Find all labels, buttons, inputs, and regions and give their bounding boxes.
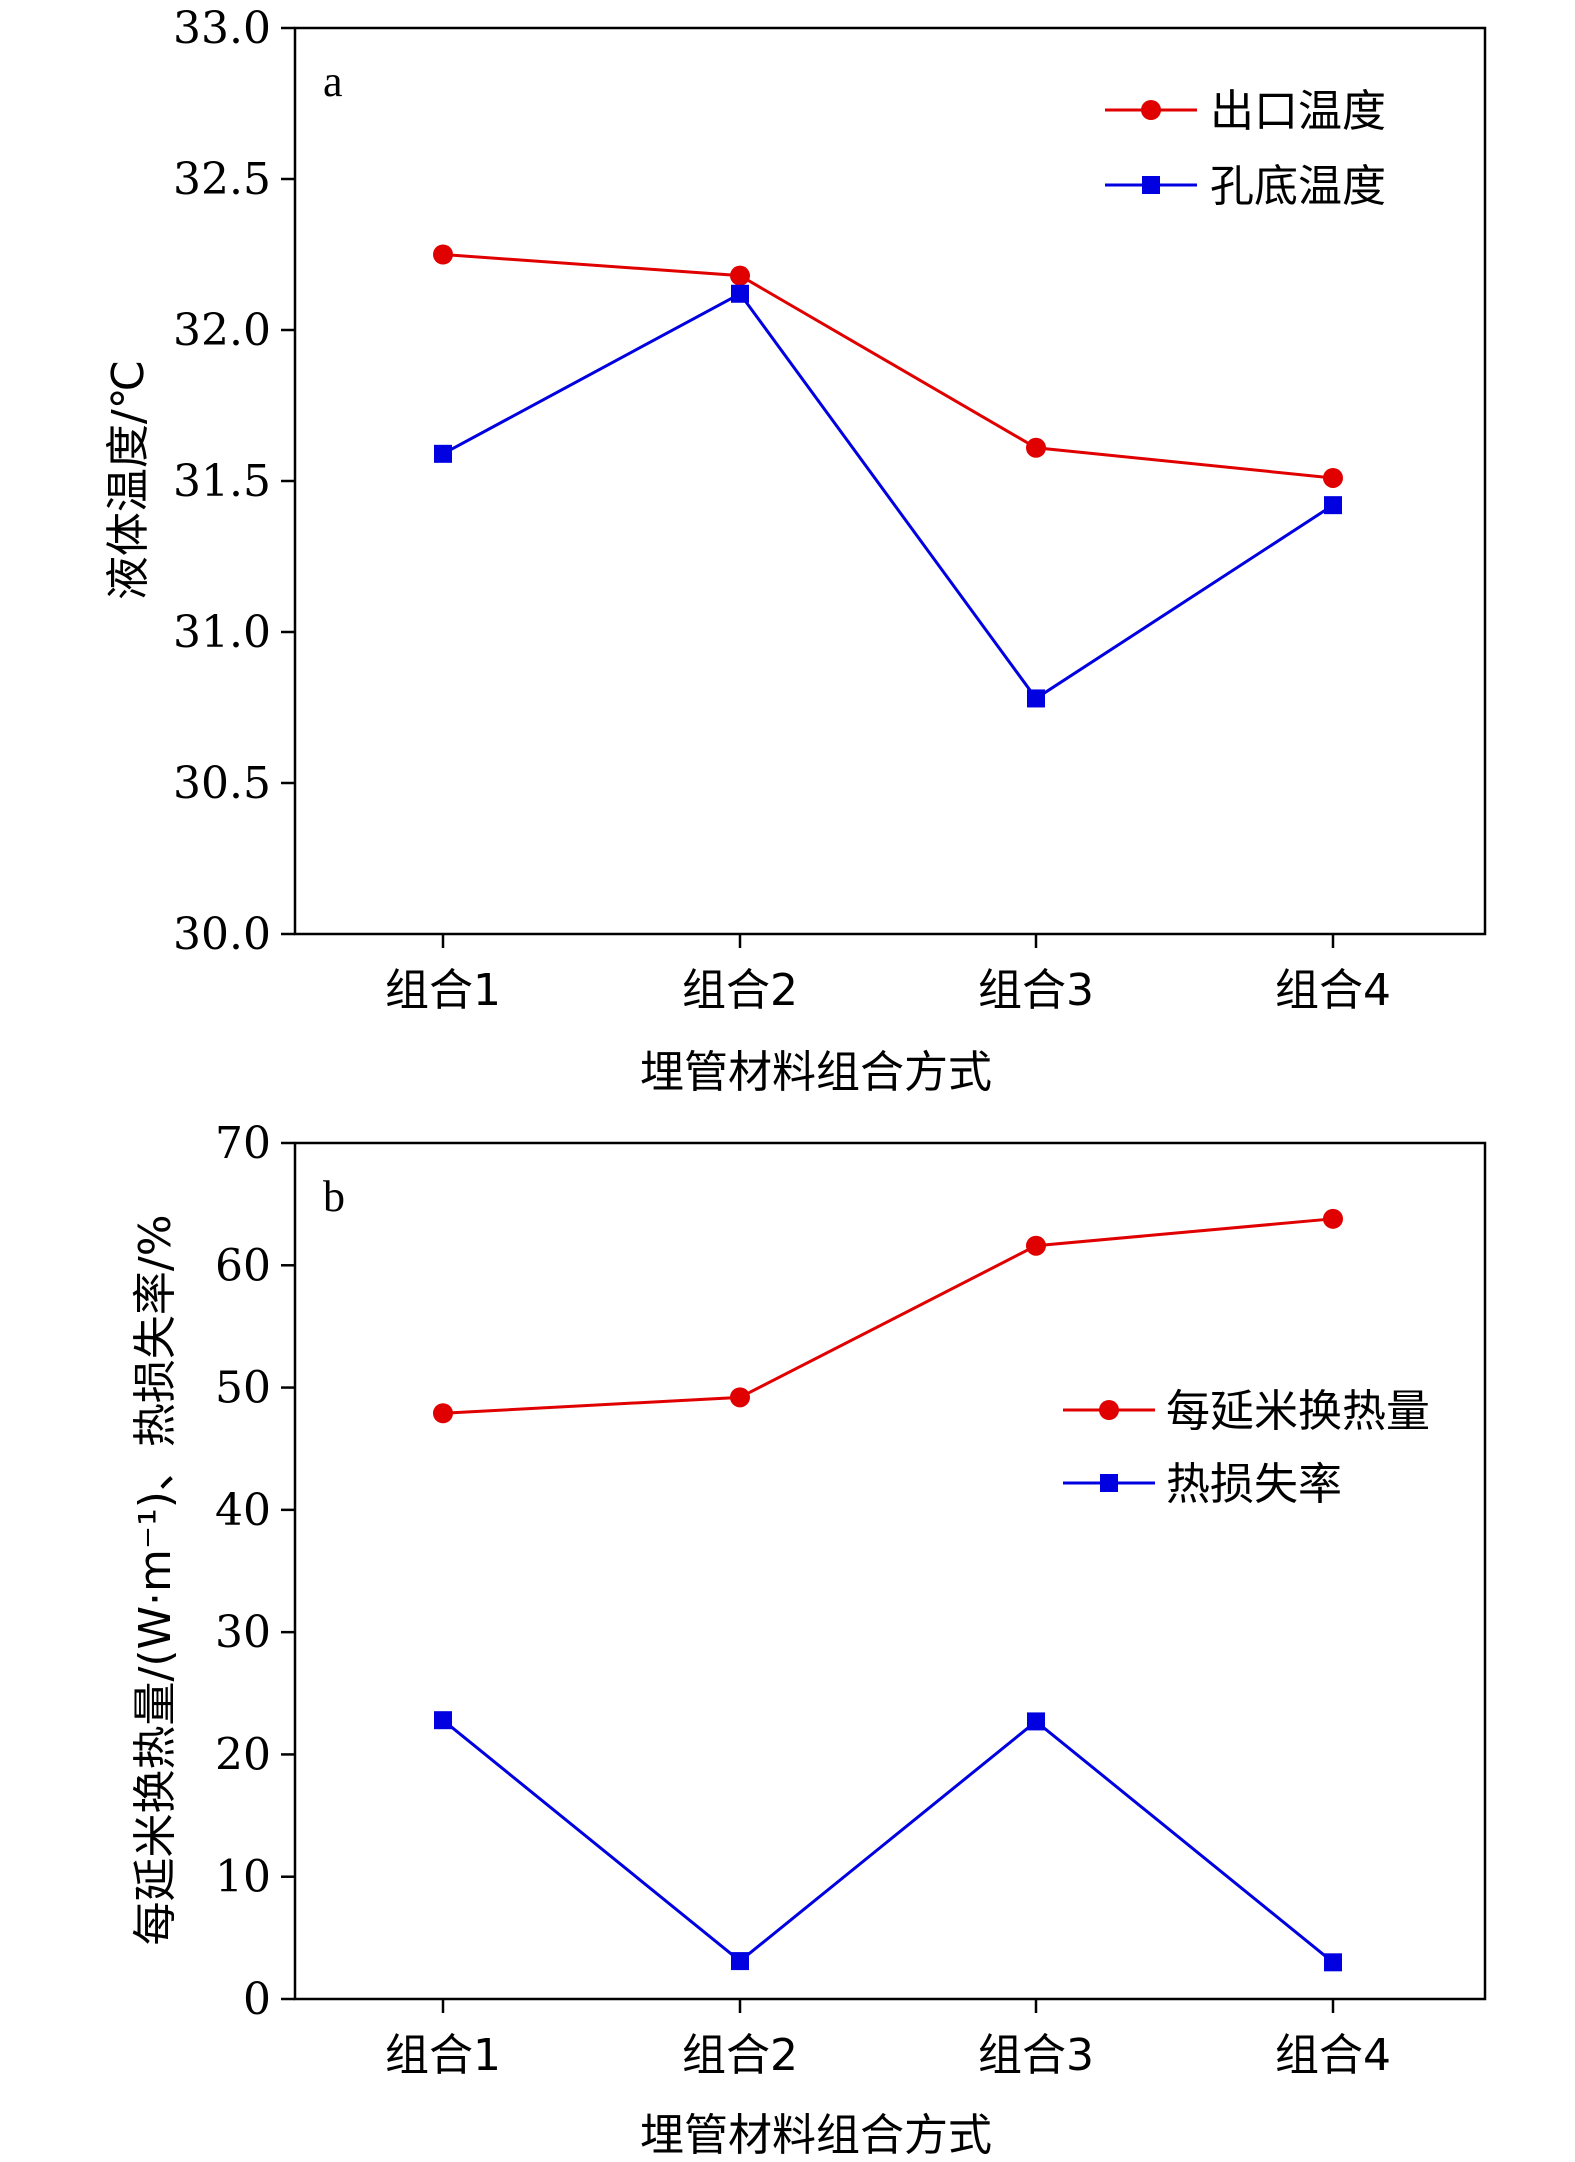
- panel-a-chart: a 30.0 30.5 31.0 31.5 32.0 32.5 33.0 组合1 组合2 组合3…: [103, 3, 1487, 1098]
- panel-b-letter: b: [323, 1172, 345, 1221]
- series-line-0: [442, 253, 1334, 480]
- y-tick-label: 30.0: [173, 909, 271, 960]
- panel-b-y-axis: 0 10 20 30 40 50 60 70: [215, 1118, 295, 2025]
- x-tick-label: 组合2: [682, 2030, 798, 2081]
- series-line-1: [442, 291, 1334, 701]
- series-line-1: [442, 1719, 1334, 1964]
- data-point-circle: [433, 244, 453, 265]
- panel-a-x-axis-title: 埋管材料组合方式: [640, 1047, 992, 1098]
- y-tick-label: 30: [215, 1607, 271, 1658]
- data-point-square: [1324, 1953, 1342, 1972]
- x-tick-label: 组合1: [385, 965, 501, 1016]
- data-point-square: [731, 1952, 749, 1971]
- y-tick-label: 0: [243, 1974, 271, 2025]
- y-tick-label: 40: [215, 1485, 271, 1536]
- x-tick-label: 组合3: [978, 2030, 1094, 2081]
- x-tick-label: 组合2: [682, 965, 798, 1016]
- panel-b-chart: b 0 10 20 30 40 50 60 70 组合1 组合2 组合3 组合4 每延米换热量 热损…: [130, 1118, 1487, 2161]
- data-point-circle: [1323, 467, 1343, 488]
- legend-marker-heat-per-meter: [1099, 1400, 1119, 1420]
- panel-b-plot-frame: [293, 1141, 1487, 2001]
- x-tick-label: 组合3: [978, 965, 1094, 1016]
- legend-marker-bottom-temp: [1142, 176, 1160, 194]
- x-tick-label: 组合1: [385, 2030, 501, 2081]
- panel-a-x-axis: 组合1 组合2 组合3 组合4: [385, 934, 1391, 1016]
- panel-b-x-axis-title: 埋管材料组合方式: [640, 2110, 992, 2161]
- legend-marker-heat-loss-rate: [1100, 1474, 1118, 1492]
- legend-label-bottom-temp: 孔底温度: [1210, 161, 1386, 212]
- panel-b-legend: 每延米换热量 热损失率: [1063, 1386, 1430, 1510]
- data-point-circle: [433, 1403, 453, 1424]
- y-tick-label: 20: [215, 1729, 271, 1780]
- series-line-0: [442, 1217, 1334, 1415]
- data-point-square: [1027, 1712, 1045, 1731]
- y-tick-label: 70: [215, 1118, 271, 1169]
- data-point-circle: [1026, 1235, 1046, 1256]
- y-tick-label: 33.0: [173, 3, 271, 54]
- panel-b-x-axis: 组合1 组合2 组合3 组合4: [385, 1999, 1391, 2081]
- y-tick-label: 31.0: [173, 607, 271, 658]
- legend-label-heat-loss-rate: 热损失率: [1166, 1459, 1342, 1510]
- panel-a-y-axis-title: 液体温度/℃: [103, 360, 154, 600]
- panel-a-y-axis: 30.0 30.5 31.0 31.5 32.0 32.5 33.0: [173, 3, 295, 960]
- panel-a-series: [433, 244, 1343, 708]
- legend-marker-outlet-temp: [1141, 100, 1161, 120]
- y-tick-label: 32.5: [173, 154, 271, 205]
- x-tick-label: 组合4: [1275, 965, 1391, 1016]
- y-tick-label: 30.5: [173, 758, 271, 809]
- data-point-square: [1027, 689, 1045, 708]
- legend-label-outlet-temp: 出口温度: [1210, 86, 1386, 137]
- y-tick-label: 10: [215, 1852, 271, 1903]
- y-tick-label: 32.0: [173, 305, 271, 356]
- panel-a-legend: 出口温度 孔底温度: [1105, 86, 1386, 212]
- data-point-square: [1324, 496, 1342, 515]
- data-point-square: [434, 444, 452, 463]
- y-tick-label: 50: [215, 1363, 271, 1414]
- data-point-circle: [730, 265, 750, 286]
- x-tick-label: 组合4: [1275, 2030, 1391, 2081]
- data-point-circle: [730, 1387, 750, 1408]
- panel-b-y-axis-title: 每延米换热量/(W·m⁻¹)、热损失率/%: [130, 1214, 181, 1945]
- data-point-circle: [1323, 1208, 1343, 1229]
- data-point-circle: [1026, 437, 1046, 458]
- data-point-square: [434, 1711, 452, 1730]
- panel-a-letter: a: [323, 57, 343, 106]
- data-point-square: [731, 284, 749, 303]
- y-tick-label: 31.5: [173, 456, 271, 507]
- y-tick-label: 60: [215, 1240, 271, 1291]
- panel-b-series: [433, 1208, 1343, 1972]
- legend-label-heat-per-meter: 每延米换热量: [1166, 1386, 1430, 1437]
